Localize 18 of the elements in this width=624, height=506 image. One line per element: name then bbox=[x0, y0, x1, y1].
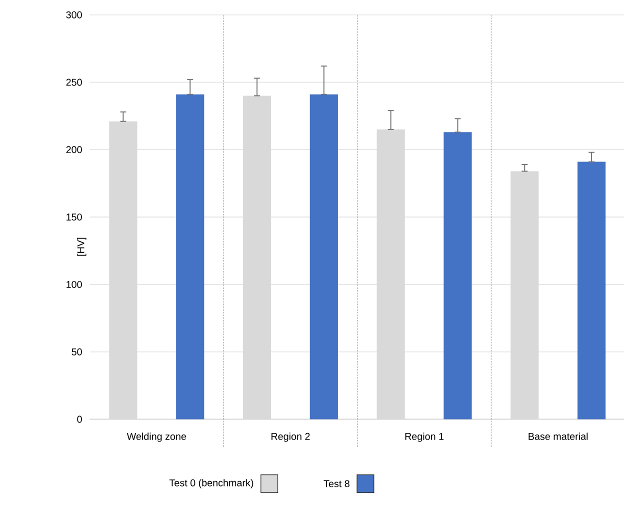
bar bbox=[444, 132, 472, 420]
x-tick-label: Base material bbox=[528, 432, 588, 440]
y-tick-label: 250 bbox=[66, 79, 82, 86]
y-tick-label: 150 bbox=[66, 214, 82, 221]
legend-label: Test 8 bbox=[324, 480, 350, 488]
legend-label: Test 0 (benchmark) bbox=[169, 479, 254, 489]
bar bbox=[176, 94, 204, 420]
y-tick-label: 200 bbox=[66, 146, 82, 154]
x-tick-label: Welding zone bbox=[126, 432, 186, 442]
y-tick-label: 0 bbox=[77, 416, 82, 424]
bar bbox=[310, 94, 338, 420]
y-tick-label: 50 bbox=[72, 348, 82, 356]
y-tick-label: 100 bbox=[66, 281, 82, 288]
bar bbox=[577, 162, 606, 420]
x-tick-label: Region 2 bbox=[272, 432, 310, 442]
y-tick-label: 300 bbox=[66, 12, 82, 19]
x-tick-label: Region 1 bbox=[405, 432, 444, 442]
y-axis-title: [HV] bbox=[77, 238, 86, 256]
